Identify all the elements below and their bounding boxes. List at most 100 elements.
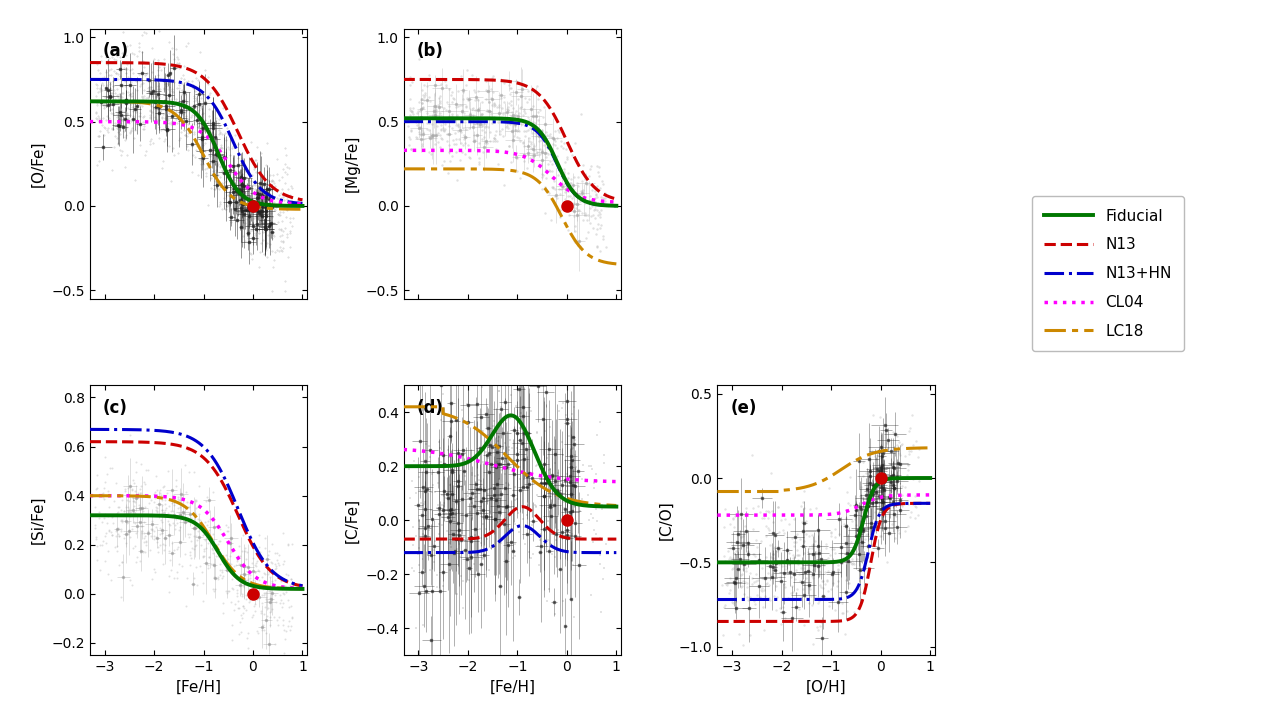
Point: [99, 52, 119, 63]
Point: [790, 575, 811, 587]
Point: [192, 107, 213, 118]
Point: [506, 373, 526, 384]
Point: [193, 545, 214, 557]
Point: [535, 207, 556, 219]
Point: [159, 107, 179, 118]
Point: [510, 461, 530, 472]
Point: [767, 501, 788, 513]
Point: [147, 80, 168, 91]
Point: [161, 511, 182, 523]
Point: [802, 542, 822, 554]
Point: [136, 539, 156, 550]
Point: [485, 133, 506, 145]
Point: [500, 434, 520, 446]
Point: [133, 84, 154, 96]
Point: [874, 503, 894, 514]
Point: [199, 559, 219, 571]
Point: [566, 516, 587, 527]
Point: [245, 566, 265, 577]
Point: [210, 199, 231, 210]
Point: [735, 554, 756, 565]
Point: [141, 516, 161, 527]
Point: [548, 125, 569, 136]
Point: [862, 409, 883, 420]
Point: [585, 185, 606, 197]
Point: [261, 557, 282, 568]
Point: [477, 534, 497, 545]
Point: [788, 549, 808, 560]
Point: [150, 539, 170, 550]
Point: [184, 86, 205, 97]
Point: [278, 184, 298, 195]
Point: [501, 82, 521, 94]
Point: [97, 54, 118, 66]
Point: [592, 198, 612, 210]
Point: [425, 486, 446, 498]
Point: [796, 572, 816, 584]
Point: [423, 557, 443, 568]
Point: [214, 147, 234, 158]
Point: [126, 540, 146, 552]
Point: [260, 207, 281, 218]
Point: [544, 490, 565, 502]
Point: [428, 500, 448, 511]
Point: [191, 93, 211, 104]
Point: [251, 176, 272, 188]
Point: [102, 87, 123, 99]
Point: [94, 101, 114, 112]
Point: [269, 559, 290, 571]
Point: [264, 559, 284, 570]
Point: [451, 138, 471, 149]
Point: [184, 92, 205, 104]
Point: [173, 124, 193, 135]
Point: [459, 114, 479, 125]
Point: [101, 123, 122, 135]
Point: [147, 546, 168, 557]
Point: [136, 145, 156, 157]
Point: [177, 130, 197, 141]
Point: [170, 508, 191, 519]
Point: [145, 85, 165, 96]
Point: [110, 144, 131, 156]
Point: [588, 210, 608, 221]
Point: [101, 165, 122, 176]
Point: [553, 166, 574, 178]
Point: [213, 150, 233, 161]
Point: [401, 105, 421, 117]
Point: [825, 604, 845, 616]
Point: [414, 91, 434, 103]
Point: [712, 580, 733, 591]
Point: [138, 85, 159, 96]
Point: [538, 141, 559, 153]
Point: [199, 524, 219, 536]
Point: [264, 655, 284, 667]
Point: [140, 138, 160, 150]
Point: [168, 491, 188, 503]
Point: [866, 453, 886, 464]
Point: [124, 485, 145, 497]
Point: [567, 495, 588, 507]
Point: [712, 593, 733, 605]
Point: [254, 567, 274, 579]
Point: [505, 112, 525, 124]
Point: [411, 97, 432, 109]
Point: [240, 247, 260, 258]
Point: [119, 114, 140, 126]
Point: [429, 96, 450, 107]
Point: [464, 470, 484, 482]
Point: [186, 115, 206, 127]
Point: [542, 483, 562, 495]
Point: [480, 107, 501, 118]
Point: [507, 411, 528, 423]
Point: [553, 137, 574, 148]
Point: [720, 518, 740, 530]
Point: [184, 540, 205, 552]
Point: [894, 481, 915, 492]
Point: [249, 574, 269, 585]
Point: [92, 491, 113, 503]
Point: [165, 480, 186, 491]
Point: [523, 116, 543, 127]
Point: [509, 526, 529, 537]
Point: [240, 572, 260, 584]
Point: [152, 517, 173, 528]
